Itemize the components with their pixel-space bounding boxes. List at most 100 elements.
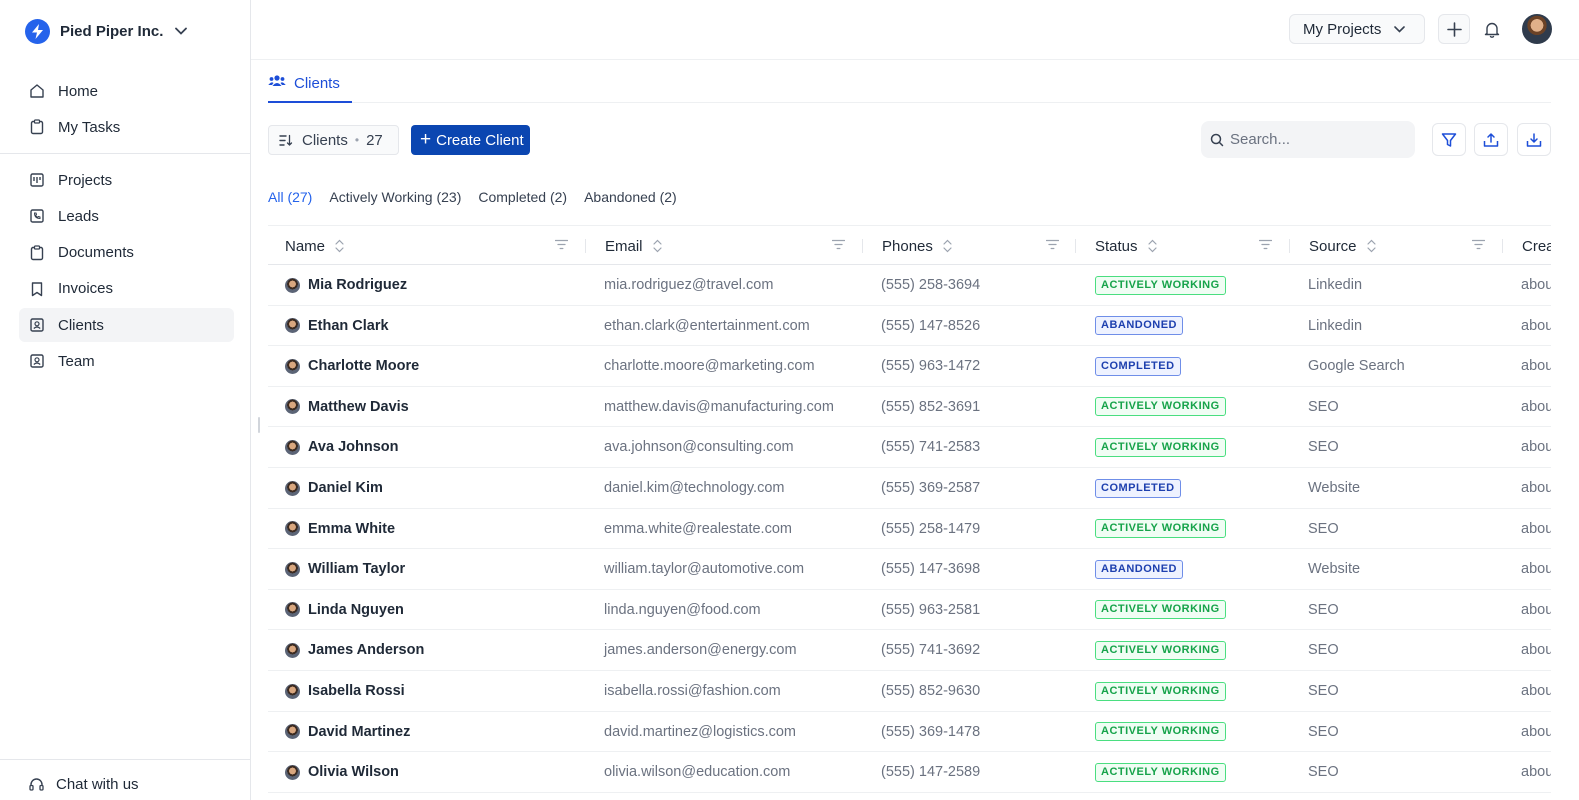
- client-name: Emma White: [308, 520, 396, 537]
- column-separator[interactable]: [585, 239, 586, 253]
- filter-all[interactable]: All (27): [268, 189, 313, 205]
- table-row[interactable]: Olivia Wilson olivia.wilson@education.com…: [268, 752, 1551, 793]
- column-separator[interactable]: [1075, 239, 1076, 253]
- sidebar-item-projects[interactable]: Projects: [19, 163, 234, 197]
- sidebar-item-clients[interactable]: Clients: [19, 308, 234, 343]
- status-badge: ACTIVELY WORKING: [1095, 640, 1226, 660]
- notifications-button[interactable]: [1481, 18, 1503, 40]
- email-cell: emma.white@realestate.com: [604, 509, 792, 549]
- sidebar-item-documents[interactable]: Documents: [19, 236, 234, 270]
- table-row[interactable]: Charlotte Moore charlotte.moore@marketing…: [268, 346, 1551, 387]
- column-filter-icon[interactable]: [1259, 239, 1273, 253]
- table-row[interactable]: Emma White emma.white@realestate.com (555)…: [268, 509, 1551, 550]
- created-cell: abou: [1521, 509, 1551, 549]
- column-header-created[interactable]: Crea: [1522, 226, 1551, 266]
- sort-icon[interactable]: [1366, 239, 1376, 253]
- source-cell: SEO: [1308, 712, 1339, 752]
- column-filter-icon[interactable]: [1472, 239, 1486, 253]
- filter-button[interactable]: [1432, 123, 1466, 156]
- column-header-source[interactable]: Source: [1309, 226, 1376, 266]
- add-button[interactable]: [1438, 14, 1470, 44]
- column-filter-icon[interactable]: [1046, 239, 1060, 253]
- client-name: David Martinez: [308, 723, 411, 740]
- column-separator[interactable]: [1502, 239, 1503, 253]
- filter-abandoned[interactable]: Abandoned (2): [584, 189, 677, 205]
- sort-icon[interactable]: [1147, 239, 1157, 253]
- project-select[interactable]: My Projects: [1289, 14, 1425, 44]
- client-name-cell[interactable]: Ava Johnson: [285, 427, 399, 467]
- source-cell: SEO: [1308, 509, 1339, 549]
- tab-bar: Clients: [268, 62, 1551, 103]
- client-name-cell[interactable]: Ethan Clark: [285, 306, 389, 346]
- filter-completed[interactable]: Completed (2): [478, 189, 568, 205]
- client-name: Charlotte Moore: [308, 358, 420, 375]
- chat-with-us-button[interactable]: Chat with us: [28, 776, 139, 793]
- column-separator[interactable]: [1289, 239, 1290, 253]
- column-header-name[interactable]: Name: [285, 226, 344, 266]
- filter-actively-working[interactable]: Actively Working (23): [329, 189, 462, 205]
- table-row[interactable]: David Martinez david.martinez@logistics.c…: [268, 712, 1551, 753]
- chat-label: Chat with us: [56, 776, 139, 793]
- client-name-cell[interactable]: Mia Rodriguez: [285, 265, 407, 305]
- org-switcher[interactable]: Pied Piper Inc.: [25, 18, 188, 44]
- table-row[interactable]: William Taylor william.taylor@automotive.…: [268, 549, 1551, 590]
- table-row[interactable]: Matthew Davis matthew.davis@manufacturing…: [268, 387, 1551, 428]
- client-name-cell[interactable]: Isabella Rossi: [285, 671, 405, 711]
- client-name-cell[interactable]: Emma White: [285, 509, 395, 549]
- client-name-cell[interactable]: David Martinez: [285, 712, 410, 752]
- clients-count-sort[interactable]: Clients • 27: [268, 125, 399, 155]
- sidebar-divider: [0, 759, 250, 760]
- sidebar-resize-handle[interactable]: [258, 417, 260, 433]
- column-filter-icon[interactable]: [832, 239, 846, 253]
- client-name-cell[interactable]: Matthew Davis: [285, 387, 409, 427]
- column-separator[interactable]: [862, 239, 863, 253]
- column-header-email[interactable]: Email: [605, 226, 662, 266]
- sidebar-item-label: My Tasks: [58, 118, 121, 136]
- sort-icon[interactable]: [943, 239, 952, 253]
- table-row[interactable]: Linda Nguyen linda.nguyen@food.com (555) 9…: [268, 590, 1551, 631]
- column-header-phones[interactable]: Phones: [882, 226, 952, 266]
- sidebar-item-team[interactable]: Team: [19, 344, 234, 378]
- column-header-status[interactable]: Status: [1095, 226, 1157, 266]
- table-row[interactable]: Ethan Clark ethan.clark@entertainment.com…: [268, 306, 1551, 347]
- create-client-button[interactable]: + Create Client: [411, 125, 530, 155]
- avatar: [285, 439, 300, 455]
- table-row[interactable]: Mia Rodriguez mia.rodriguez@travel.com (55…: [268, 265, 1551, 306]
- sidebar-item-invoices[interactable]: Invoices: [19, 272, 234, 306]
- chevron-down-icon: [1394, 25, 1406, 33]
- email-cell-text: william.taylor@automotive.com: [604, 561, 805, 578]
- client-name-cell[interactable]: Daniel Kim: [285, 468, 383, 508]
- table-row[interactable]: Daniel Kim daniel.kim@technology.com (555)…: [268, 468, 1551, 509]
- client-name-cell[interactable]: Charlotte Moore: [285, 346, 419, 386]
- sidebar-item-home[interactable]: Home: [19, 74, 234, 108]
- column-filter-icon[interactable]: [555, 239, 569, 253]
- clipboard-icon: [28, 244, 46, 262]
- client-name-cell[interactable]: Linda Nguyen: [285, 590, 404, 630]
- phone-cell: (555) 369-2587: [881, 468, 980, 508]
- sidebar-item-leads[interactable]: Leads: [19, 199, 234, 233]
- sort-list-icon: [279, 134, 293, 147]
- table-row[interactable]: Isabella Rossi isabella.rossi@fashion.com…: [268, 671, 1551, 712]
- sidebar-item-my-tasks[interactable]: My Tasks: [19, 110, 234, 144]
- client-name-cell[interactable]: William Taylor: [285, 549, 405, 589]
- table-row[interactable]: Ava Johnson ava.johnson@consulting.com (55…: [268, 427, 1551, 468]
- search-input[interactable]: [1230, 131, 1400, 148]
- export-button[interactable]: [1474, 123, 1508, 156]
- email-cell: daniel.kim@technology.com: [604, 468, 784, 508]
- client-name-cell[interactable]: James Anderson: [285, 630, 424, 670]
- plus-icon: [1446, 21, 1462, 37]
- created-cell-text: abou: [1521, 520, 1551, 537]
- status-cell: ACTIVELY WORKING: [1095, 671, 1226, 711]
- phone-cell: (555) 741-3692: [881, 630, 980, 670]
- client-name: Daniel Kim: [308, 480, 383, 496]
- phone-cell-text: (555) 258-1479: [881, 520, 981, 537]
- user-avatar[interactable]: [1522, 14, 1552, 44]
- phone-cell: (555) 258-1479: [881, 509, 980, 549]
- tab-clients[interactable]: Clients: [268, 72, 352, 103]
- table-row[interactable]: James Anderson james.anderson@energy.com (…: [268, 630, 1551, 671]
- client-name-cell[interactable]: Olivia Wilson: [285, 752, 399, 792]
- import-button[interactable]: [1517, 123, 1551, 156]
- sort-icon[interactable]: [335, 239, 344, 253]
- sort-icon[interactable]: [652, 239, 662, 253]
- source-cell-text: SEO: [1308, 723, 1339, 740]
